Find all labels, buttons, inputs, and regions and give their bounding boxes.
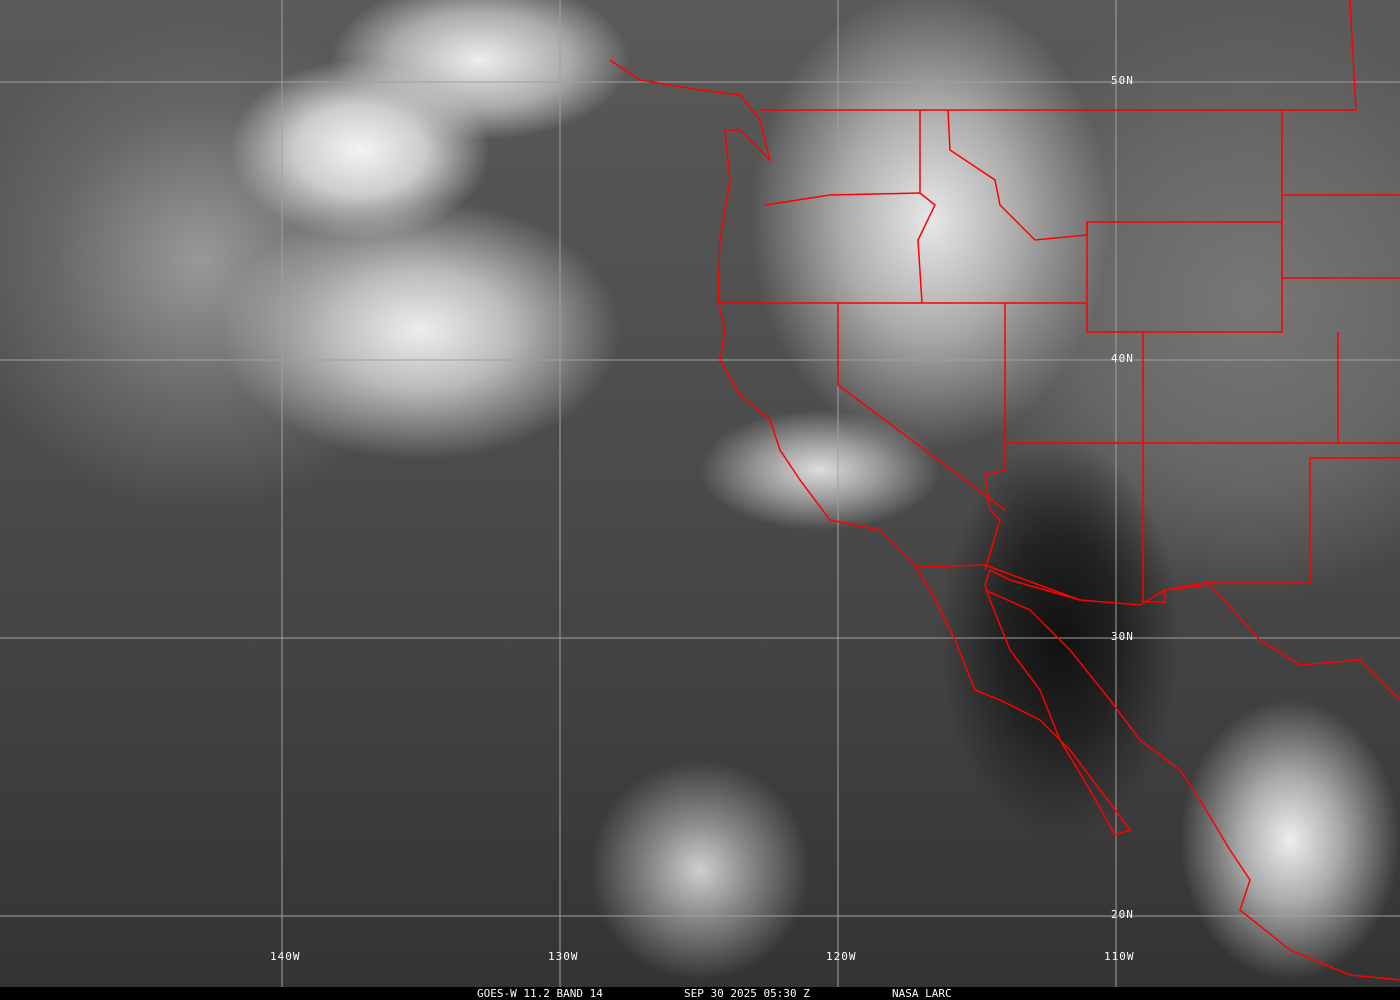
mainland-mexico-coast	[989, 569, 1400, 701]
borders	[609, 0, 1400, 981]
caption-source: NASA LARC	[892, 987, 952, 1000]
lat-label: 40N	[1111, 352, 1134, 365]
lon-label: 120W	[826, 950, 857, 963]
ca-mx-border	[914, 564, 1081, 601]
lat-label: 50N	[1111, 74, 1134, 87]
caption-bar: GOES-W 11.2 BAND 14 SEP 30 2025 05:30 Z …	[0, 987, 1400, 1000]
lat-label: 30N	[1111, 630, 1134, 643]
co-border	[1142, 332, 1339, 444]
ut-az-border	[1005, 442, 1144, 602]
nv-ut-border	[984, 303, 1006, 571]
wy-border	[1086, 110, 1283, 333]
canada-border	[760, 0, 1357, 111]
coastline	[609, 59, 1132, 836]
lon-label: 110W	[1104, 950, 1135, 963]
id-mt-border	[947, 109, 1282, 241]
lat-label: 20N	[1111, 908, 1134, 921]
lon-label: 140W	[270, 950, 301, 963]
wa-or-border	[764, 192, 936, 304]
gulf-east-coast	[984, 589, 1400, 981]
caption-datetime: SEP 30 2025 05:30 Z	[684, 987, 810, 1000]
caption-product: GOES-W 11.2 BAND 14	[477, 987, 603, 1000]
nm-border	[1143, 457, 1400, 603]
lon-label: 130W	[548, 950, 579, 963]
nv-ca-border	[837, 303, 1006, 511]
